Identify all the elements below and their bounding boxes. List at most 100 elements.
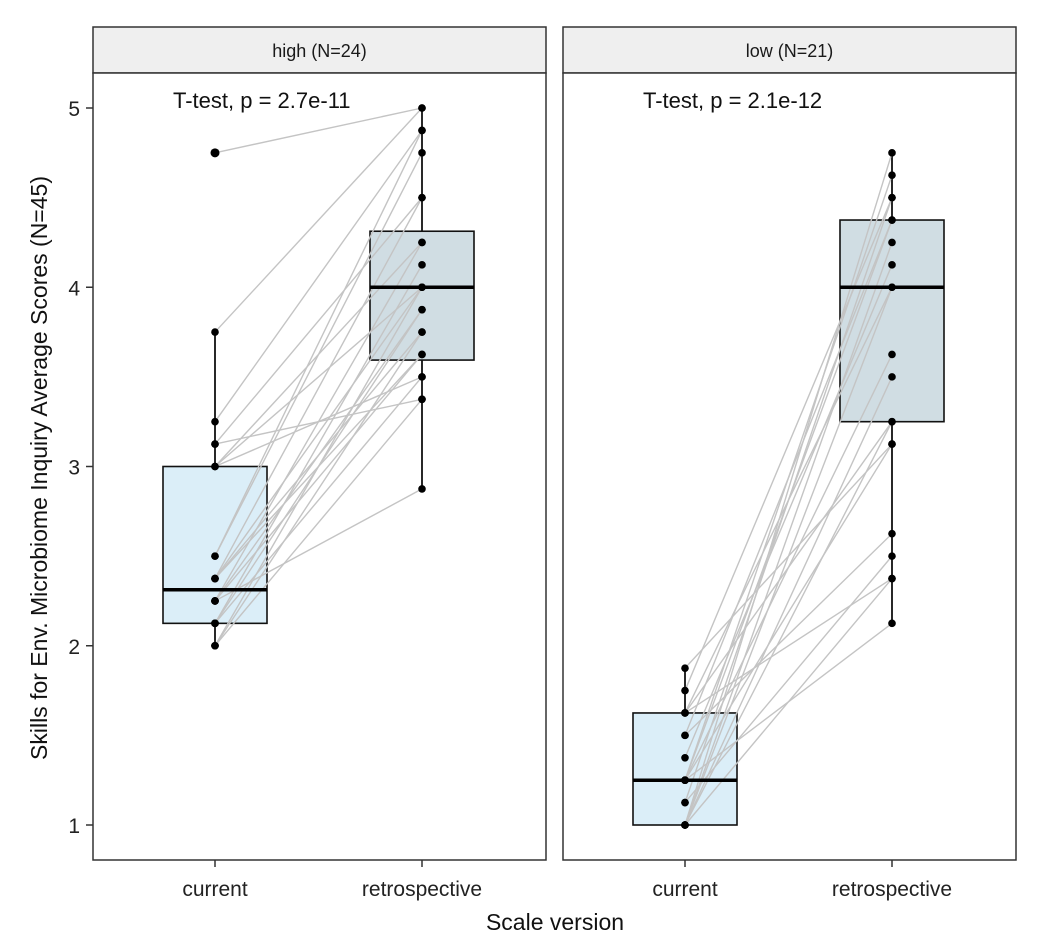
pair-line [684,286,893,714]
point-current [681,776,689,784]
pair-line [214,286,423,579]
box-retrospective [839,219,945,423]
pair-line [684,421,893,826]
point-retrospective [888,171,896,180]
point-retrospective [418,328,426,336]
point-current [681,664,689,672]
pair-line [214,264,423,624]
point-retrospective [418,485,426,493]
pair-line [214,107,423,333]
point-retrospective [888,149,896,157]
pair-line [214,488,423,602]
pair-line [214,241,423,467]
point-retrospective [888,619,896,628]
point-retrospective [418,283,426,292]
point-retrospective [418,350,426,359]
pair-line [684,577,893,714]
x-tick-label: retrospective [832,878,952,901]
y-axis-title: Skills for Env. Microbiome Inquiry Avera… [26,176,52,760]
point-retrospective [888,261,896,269]
pair-line [684,264,893,759]
point-retrospective [888,373,896,381]
pair-line [214,197,423,445]
pair-line [684,219,893,736]
y-tick-label: 4 [68,277,80,300]
pair-line [684,242,893,826]
pair-line [684,421,893,714]
pair-line [214,331,423,647]
point-current [211,328,219,336]
point-retrospective [418,238,426,247]
y-tick-label: 1 [68,815,80,838]
panel-0: high (N=24) T-test, p = 2.7e-11 current ret… [92,26,547,901]
y-tick-label: 3 [68,457,80,480]
point-current [211,440,219,448]
point-retrospective [418,373,426,381]
point-current [681,821,689,829]
point-retrospective [888,283,896,292]
pair-line [214,354,423,602]
pair-line [684,197,893,691]
panel-frame [562,72,1017,861]
point-retrospective [418,126,426,135]
point-current [211,149,219,157]
y-tick-label: 2 [68,636,80,659]
box-retrospective [369,230,475,361]
point-current [681,709,689,717]
point-current [211,597,219,605]
point-current [211,619,219,628]
point-retrospective [888,574,896,583]
pair-line [684,622,893,781]
point-current [681,753,689,762]
x-tick-label: current [652,878,718,901]
test-annotation: T-test, p = 2.1e-12 [643,88,822,113]
point-retrospective [888,350,896,359]
pair-line [214,107,423,154]
point-current [211,641,219,650]
pair-line [214,130,423,423]
point-retrospective [418,305,426,314]
point-retrospective [418,261,426,269]
point-current [211,417,219,426]
point-retrospective [888,529,896,538]
panel-1: low (N=21) T-test, p = 2.1e-12 current retr… [562,26,1017,901]
test-annotation: T-test, p = 2.7e-11 [173,88,351,113]
strip-box [92,26,547,74]
x-tick-label: current [182,878,248,901]
point-retrospective [418,104,426,112]
point-retrospective [888,193,896,202]
point-retrospective [888,440,896,448]
point-retrospective [888,417,896,426]
point-current [681,731,689,740]
pair-line [214,398,423,445]
pair-line [214,130,423,557]
pair-line [214,197,423,579]
point-retrospective [888,238,896,247]
panel-frame [92,72,547,861]
pair-line [684,555,893,804]
point-retrospective [888,216,896,224]
strip-title: high (N=24) [272,41,367,61]
point-current [681,798,689,807]
point-retrospective [418,149,426,157]
pair-line [684,443,893,669]
point-current [211,574,219,583]
pair-line [684,533,893,736]
strip-title: low (N=21) [746,41,834,61]
pair-line [214,331,423,579]
y-tick-label: 5 [68,98,80,121]
point-retrospective [418,193,426,202]
point-current [681,686,689,695]
point-current [211,552,219,560]
pair-line [684,376,893,826]
point-current [211,462,219,471]
point-retrospective [418,395,426,404]
x-axis-title: Scale version [486,909,624,935]
pair-line [684,152,893,826]
point-retrospective [888,552,896,560]
x-tick-label: retrospective [362,878,482,901]
pair-line [684,443,893,781]
pair-line [214,398,423,647]
strip-box [562,26,1017,74]
